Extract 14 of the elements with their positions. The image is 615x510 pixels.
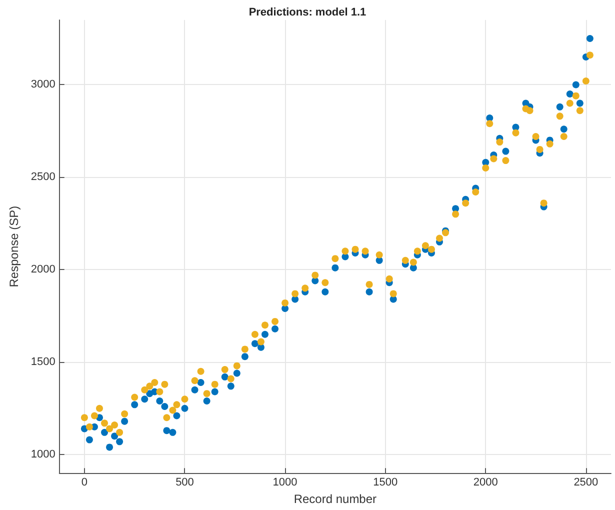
y-tick-label: 3000 xyxy=(30,78,56,91)
x-tick-label: 2000 xyxy=(473,476,498,489)
x-axis-title: Record number xyxy=(294,492,377,506)
y-tick-label: 2000 xyxy=(30,264,56,276)
x-tick-label: 2500 xyxy=(574,476,598,489)
x-tick-label: 500 xyxy=(176,476,194,489)
y-tick-label: 1000 xyxy=(30,448,56,461)
chart-title: Predictions: model 1.1 xyxy=(248,6,366,18)
y-axis-title: Response (SP) xyxy=(7,206,21,288)
x-tick-label: 1500 xyxy=(373,476,398,489)
x-tick-label: 0 xyxy=(81,476,88,489)
y-tick-label: 1500 xyxy=(30,356,56,368)
x-tick-label: 1000 xyxy=(272,476,298,489)
y-tick-label: 2500 xyxy=(30,171,56,184)
